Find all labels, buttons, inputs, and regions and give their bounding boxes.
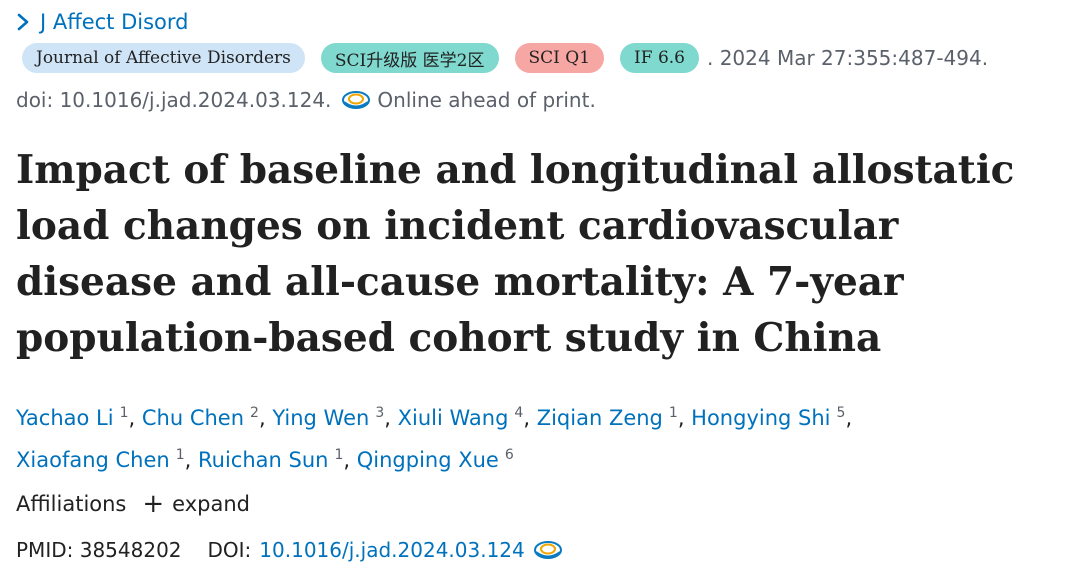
affiliation-number[interactable]: 2 bbox=[250, 405, 259, 421]
doi-link[interactable]: 10.1016/j.jad.2024.03.124 bbox=[259, 538, 525, 562]
journal-name-badge: Journal of Affective Disorders bbox=[22, 43, 305, 73]
author-item: Hongying Shi 5 bbox=[691, 405, 846, 430]
author-item: Yachao Li 1 bbox=[16, 405, 129, 430]
affiliation-number[interactable]: 1 bbox=[119, 405, 129, 421]
author-name-link[interactable]: Qingping Xue bbox=[356, 448, 499, 472]
author-item: Chu Chen 2 bbox=[141, 405, 259, 430]
author-name-link[interactable]: Hongying Shi bbox=[691, 406, 831, 430]
author-item: Qingping Xue 6 bbox=[356, 447, 514, 472]
affiliation-number[interactable]: 1 bbox=[334, 447, 344, 463]
author-name-link[interactable]: Ying Wen bbox=[272, 406, 370, 430]
author-name-link[interactable]: Xiuli Wang bbox=[397, 406, 509, 430]
publication-date: . 2024 Mar 27:355:487-494. bbox=[706, 46, 989, 70]
affiliation-number[interactable]: 4 bbox=[514, 405, 524, 421]
sci-quartile-badge: SCI Q1 bbox=[514, 43, 605, 73]
author-name-link[interactable]: Xiaofang Chen bbox=[16, 448, 170, 472]
sci-partition-badge: SCI升级版 医学2区 bbox=[320, 43, 499, 73]
pmid-value: 38548202 bbox=[79, 538, 182, 562]
publication-status: Online ahead of print. bbox=[377, 88, 596, 112]
author-item: Xiuli Wang 4 bbox=[397, 405, 524, 430]
doi-label: DOI: bbox=[207, 538, 252, 562]
journal-link[interactable]: J Affect Disord bbox=[16, 8, 188, 36]
author-item: Ziqian Zeng 1 bbox=[536, 405, 678, 430]
pmid-label: PMID: bbox=[16, 538, 74, 562]
eye-icon[interactable] bbox=[341, 89, 371, 111]
expand-affiliations-button[interactable]: + expand bbox=[142, 491, 250, 517]
article-title: Impact of baseline and longitudinal allo… bbox=[16, 147, 1015, 361]
author-name-link[interactable]: Ruichan Sun bbox=[198, 448, 329, 472]
journal-meta: Journal of Affective Disorders SCI升级版 医学… bbox=[22, 42, 988, 74]
author-name-link[interactable]: Yachao Li bbox=[16, 406, 114, 430]
affiliations-row: Affiliations + expand bbox=[16, 489, 250, 519]
affiliation-number[interactable]: 1 bbox=[175, 447, 185, 463]
citation-doi: doi: 10.1016/j.jad.2024.03.124. bbox=[16, 88, 332, 112]
plus-icon: + bbox=[142, 489, 165, 519]
author-item: Ruichan Sun 1 bbox=[198, 447, 344, 472]
journal-link-label: J Affect Disord bbox=[40, 10, 189, 34]
affiliation-number[interactable]: 5 bbox=[836, 405, 846, 421]
expand-label: expand bbox=[172, 492, 250, 516]
author-name-link[interactable]: Ziqian Zeng bbox=[536, 406, 663, 430]
citation-doi-line: doi: 10.1016/j.jad.2024.03.124. Online a… bbox=[16, 86, 596, 114]
author-name-link[interactable]: Chu Chen bbox=[141, 406, 245, 430]
affiliations-label: Affiliations bbox=[16, 492, 127, 516]
impact-factor-badge: IF 6.6 bbox=[620, 43, 699, 73]
affiliation-number[interactable]: 1 bbox=[668, 405, 678, 421]
identifiers-row: PMID: 38548202 DOI: 10.1016/j.jad.2024.0… bbox=[16, 535, 563, 565]
eye-icon[interactable] bbox=[533, 539, 563, 561]
author-list: Yachao Li 1, Chu Chen 2, Ying Wen 3, Xiuli … bbox=[16, 405, 853, 472]
affiliation-number[interactable]: 3 bbox=[375, 405, 385, 421]
author-item: Ying Wen 3 bbox=[272, 405, 385, 430]
author-item: Xiaofang Chen 1 bbox=[16, 447, 185, 472]
affiliation-number[interactable]: 6 bbox=[504, 447, 514, 463]
chevron-right-icon bbox=[17, 13, 29, 31]
